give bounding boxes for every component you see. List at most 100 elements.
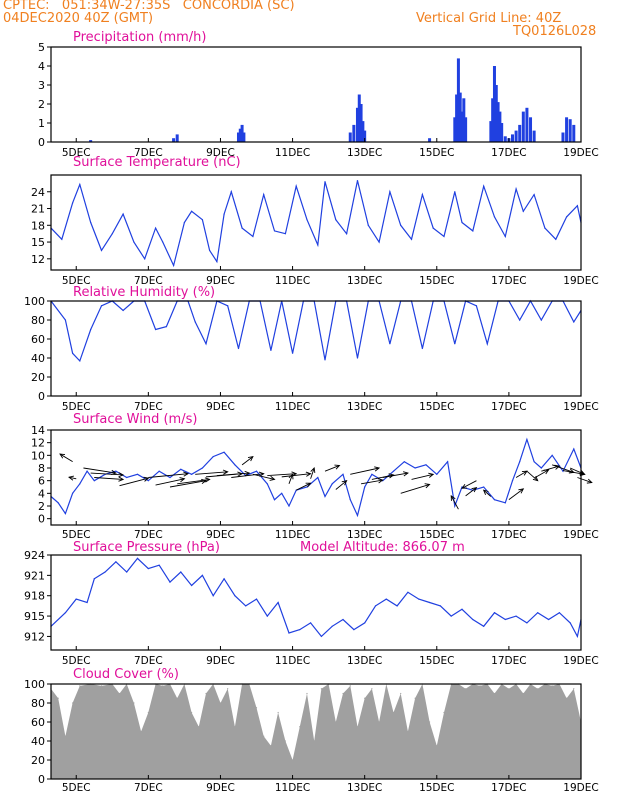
cloud-point <box>284 740 286 742</box>
precip-bar <box>361 121 365 142</box>
rh-x-tick-label: 13DEC <box>347 401 382 413</box>
wind-vector-head <box>586 478 593 484</box>
pressure-point <box>255 598 258 600</box>
precip-bar <box>498 111 502 142</box>
precip-bar <box>521 111 525 142</box>
cloud-x-tick-label: 9DEC <box>206 782 235 794</box>
temp-point <box>72 202 74 204</box>
temp-point <box>209 249 211 252</box>
rh-x-tick-label: 11DEC <box>275 401 310 413</box>
rh-point <box>205 343 207 345</box>
precip-bar <box>352 124 356 142</box>
wind-vector <box>68 476 77 480</box>
wind-vector-head <box>143 476 150 482</box>
temp-point <box>410 238 413 240</box>
temp-y-tick-label: 24 <box>31 186 45 199</box>
wind-vector <box>400 484 430 494</box>
rh-series-line <box>50 299 582 363</box>
wind-vector <box>382 472 409 478</box>
wind-vector <box>169 480 207 488</box>
wind-point <box>223 451 225 453</box>
cloud-point <box>508 688 510 690</box>
wind-vector <box>94 477 124 480</box>
wind-x-tick-label: 15DEC <box>419 529 454 541</box>
wind-point <box>79 483 81 485</box>
pressure-point <box>385 598 387 600</box>
precip-bar <box>357 94 361 142</box>
precip-bar <box>242 132 246 142</box>
temp-point <box>421 193 423 196</box>
temp-point <box>61 238 63 240</box>
precip-x-tick-label: 19DEC <box>563 147 598 159</box>
pressure-point <box>212 595 214 597</box>
cloud-y-tick-label: 0 <box>38 773 45 786</box>
cloud-point <box>565 697 568 699</box>
wind-point <box>573 448 575 450</box>
precip-frame <box>50 46 582 143</box>
precip-title: Precipitation (mm/h) <box>73 30 206 45</box>
cloud-x-tick-label: 11DEC <box>275 782 310 794</box>
temp-point <box>90 221 92 224</box>
wind-vector <box>119 477 149 487</box>
wind-point <box>147 480 149 482</box>
temp-point <box>544 227 546 229</box>
wind-point <box>540 467 542 469</box>
wind-vector <box>515 470 528 478</box>
cloud-point <box>443 711 445 714</box>
wind-vector <box>570 467 585 475</box>
cloud-point <box>57 697 59 699</box>
wind-vector <box>252 473 275 480</box>
cloud-point <box>392 711 395 714</box>
temp-point <box>533 193 535 196</box>
cloud-point <box>573 688 575 690</box>
wind-vector <box>267 473 297 477</box>
temp-point <box>172 264 175 267</box>
temp-point <box>284 233 286 235</box>
pressure-point <box>407 591 409 593</box>
temp-point <box>216 261 218 263</box>
cloud-x-tick-label: 19DEC <box>563 782 598 794</box>
cloud-point <box>270 745 272 747</box>
temp-point <box>367 224 369 226</box>
precip-bar <box>455 94 459 142</box>
wind-vector <box>177 478 210 485</box>
cloud-y-tick-label: 80 <box>31 697 45 710</box>
wind-vector-head <box>532 475 539 482</box>
precip-bar <box>453 117 457 142</box>
wind-point <box>255 470 258 472</box>
wind-vector <box>526 470 539 482</box>
cloud-x-tick-label: 5DEC <box>62 782 91 794</box>
wind-vector-head <box>183 471 190 477</box>
wind-x-tick-label: 9DEC <box>206 529 235 541</box>
wind-vector <box>295 482 311 491</box>
wind-vector <box>552 464 574 473</box>
wind-point <box>180 468 182 470</box>
wind-y-tick-label: 6 <box>38 475 45 488</box>
pressure-point <box>576 635 578 638</box>
pressure-point <box>374 605 377 607</box>
wind-point <box>126 476 128 479</box>
wind-vector-head <box>461 483 468 489</box>
temp-point <box>565 216 568 218</box>
wind-point <box>356 514 359 517</box>
cloud-point <box>133 702 135 704</box>
temp-point <box>493 216 496 218</box>
temp-point <box>432 227 434 229</box>
temp-point <box>144 258 146 260</box>
rh-point <box>194 321 196 323</box>
wind-x-tick-label: 5DEC <box>62 529 91 541</box>
pressure-x-tick-label: 7DEC <box>134 655 163 667</box>
pressure-point <box>353 629 355 631</box>
pressure-point <box>309 622 312 624</box>
precip-x-tick-label: 11DEC <box>275 147 310 159</box>
wind-point <box>273 499 276 501</box>
rh-point <box>291 352 294 354</box>
wind-point <box>504 502 506 504</box>
temp-x-tick-label: 15DEC <box>419 275 454 287</box>
cloud-point <box>479 685 481 687</box>
run-date: 04DEC2020 40Z (GMT) <box>3 11 154 26</box>
precip-bar <box>238 128 242 142</box>
cloud-point <box>537 688 539 690</box>
temp-point <box>223 213 225 215</box>
cloud-point <box>219 702 222 704</box>
